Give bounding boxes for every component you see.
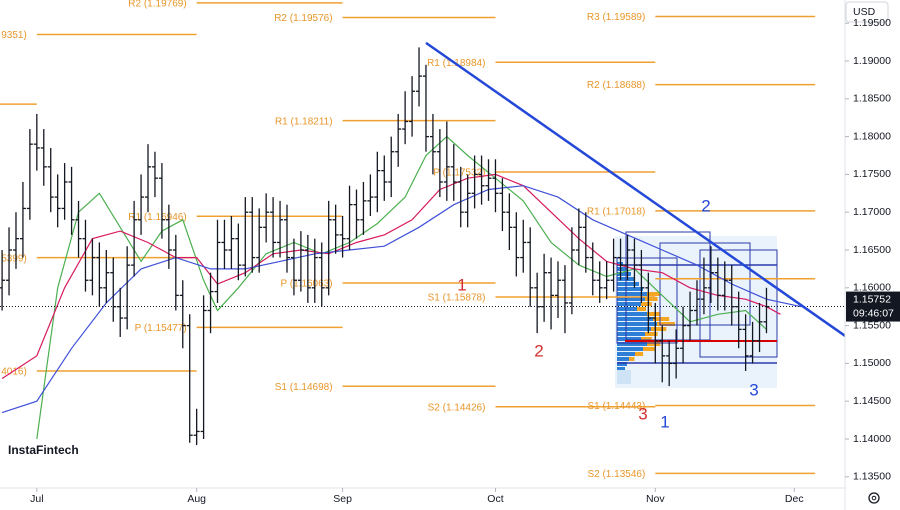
profile-bar <box>617 352 635 356</box>
profile-bar <box>617 332 645 336</box>
profile-bar <box>617 302 641 306</box>
profile-bar-value <box>641 337 652 341</box>
wave-label: 2 <box>534 341 543 360</box>
x-tick-label: Oct <box>487 493 503 505</box>
profile-bar <box>617 297 645 301</box>
settings-icon-center <box>871 495 877 501</box>
moving-average <box>1 173 781 380</box>
y-tick-label: 1.15000 <box>853 357 891 369</box>
price-tag-value: 1.15752 <box>853 293 891 305</box>
profile-bar <box>617 327 651 331</box>
profile-bar-value <box>653 317 670 321</box>
pivot-label: R1 (1.18211) <box>275 116 333 127</box>
pivot-label: S1 (1.14443) <box>587 401 645 412</box>
pivot-label: P (1.15477) <box>135 323 187 334</box>
y-tick-label: 1.15500 <box>853 319 891 331</box>
profile-bar-value <box>643 347 655 351</box>
moving-average <box>1 185 802 414</box>
wave-label: 3 <box>749 380 758 399</box>
pivot-label: R1 (1.17018) <box>587 206 645 217</box>
profile-bar-value <box>647 312 661 316</box>
y-tick-label: 1.18500 <box>853 93 891 105</box>
y-tick-label: 1.18000 <box>853 130 891 142</box>
profile-bar <box>617 367 625 371</box>
y-tick-label: 1.19000 <box>853 55 891 67</box>
pivot-label: P (1.16063) <box>281 279 333 290</box>
y-tick-label: 1.17500 <box>853 168 891 180</box>
profile-bar-value <box>647 292 661 296</box>
y-tick-label: 1.19500 <box>853 17 891 29</box>
wave-label: 1 <box>660 412 669 431</box>
profile-bar <box>617 287 643 291</box>
plot-area: 9351) 5399) 4016) R2 (1.19769) R1 (1.16946) P… <box>0 0 845 480</box>
trend-line <box>425 41 845 338</box>
y-tick-label: 1.14500 <box>853 395 891 407</box>
profile-bar <box>617 292 647 296</box>
profile-bar-value <box>647 342 661 346</box>
x-tick-label: Jul <box>30 493 43 505</box>
profile-bar <box>617 267 627 271</box>
x-tick-label: Sep <box>333 493 352 505</box>
pivot-label: R3 (1.19589) <box>587 12 645 23</box>
x-tick-label: Dec <box>785 493 804 505</box>
pivot-label: 5399) <box>1 253 27 264</box>
profile-bar-value <box>657 322 675 326</box>
y-tick-label: 1.17000 <box>853 206 891 218</box>
profile-bar-value <box>635 352 644 356</box>
profile-bar <box>617 337 641 341</box>
profile-bar-value <box>651 327 667 331</box>
currency-button[interactable] <box>845 1 889 23</box>
range-box <box>699 249 778 358</box>
profile-bar-value <box>645 332 658 336</box>
price-tag <box>846 291 900 322</box>
pivot-label: R1 (1.16946) <box>128 212 186 223</box>
y-tick-label: 1.16500 <box>853 244 891 256</box>
profile-bar <box>617 307 637 311</box>
profile-bar <box>617 317 653 321</box>
pivot-label: R2 (1.19769) <box>128 0 186 10</box>
pivot-label: R2 (1.19576) <box>274 13 332 24</box>
price-tag-time: 09:46:07 <box>853 307 894 319</box>
profile-bar <box>617 312 647 316</box>
x-tick-label: Nov <box>646 493 665 505</box>
pivot-label: 4016) <box>1 367 27 378</box>
wave-label: 1 <box>457 275 466 294</box>
profile-bar <box>617 362 627 366</box>
pivot-label: 9351) <box>1 30 27 41</box>
currency[interactable]: USD <box>853 6 876 18</box>
profile-bar <box>617 322 657 326</box>
pivot-label: R2 (1.18688) <box>587 80 645 91</box>
profile-bar <box>617 272 631 276</box>
profile-bar <box>617 282 639 286</box>
y-tick-label: 1.16000 <box>853 282 891 294</box>
wave-label: 2 <box>701 196 710 215</box>
x-tick-label: Aug <box>187 493 206 505</box>
wave-label: 3 <box>638 404 647 423</box>
profile-bar <box>617 342 647 346</box>
profile-bar <box>617 347 643 351</box>
pivot-label: S1 (1.14698) <box>275 382 333 393</box>
profile-bar-faded <box>617 370 631 384</box>
range-box <box>659 242 751 326</box>
watermark: InstaFintech <box>8 443 79 457</box>
range-box <box>616 257 678 344</box>
profile-bar-value <box>645 297 658 301</box>
settings-icon[interactable] <box>868 492 880 504</box>
pivot-label: S2 (1.14426) <box>428 402 486 413</box>
pivot-label: S1 (1.15878) <box>428 293 486 304</box>
profile-bar-value <box>637 307 646 311</box>
profile-bar-value <box>641 302 652 306</box>
y-tick-label: 1.13500 <box>853 471 891 483</box>
profile-bar-value <box>629 357 635 361</box>
y-tick-label: 1.14000 <box>853 433 891 445</box>
pivot-label: S2 (1.13546) <box>587 469 645 480</box>
pivot-label: P (1.17532) <box>433 168 485 179</box>
profile-bar <box>617 357 629 361</box>
